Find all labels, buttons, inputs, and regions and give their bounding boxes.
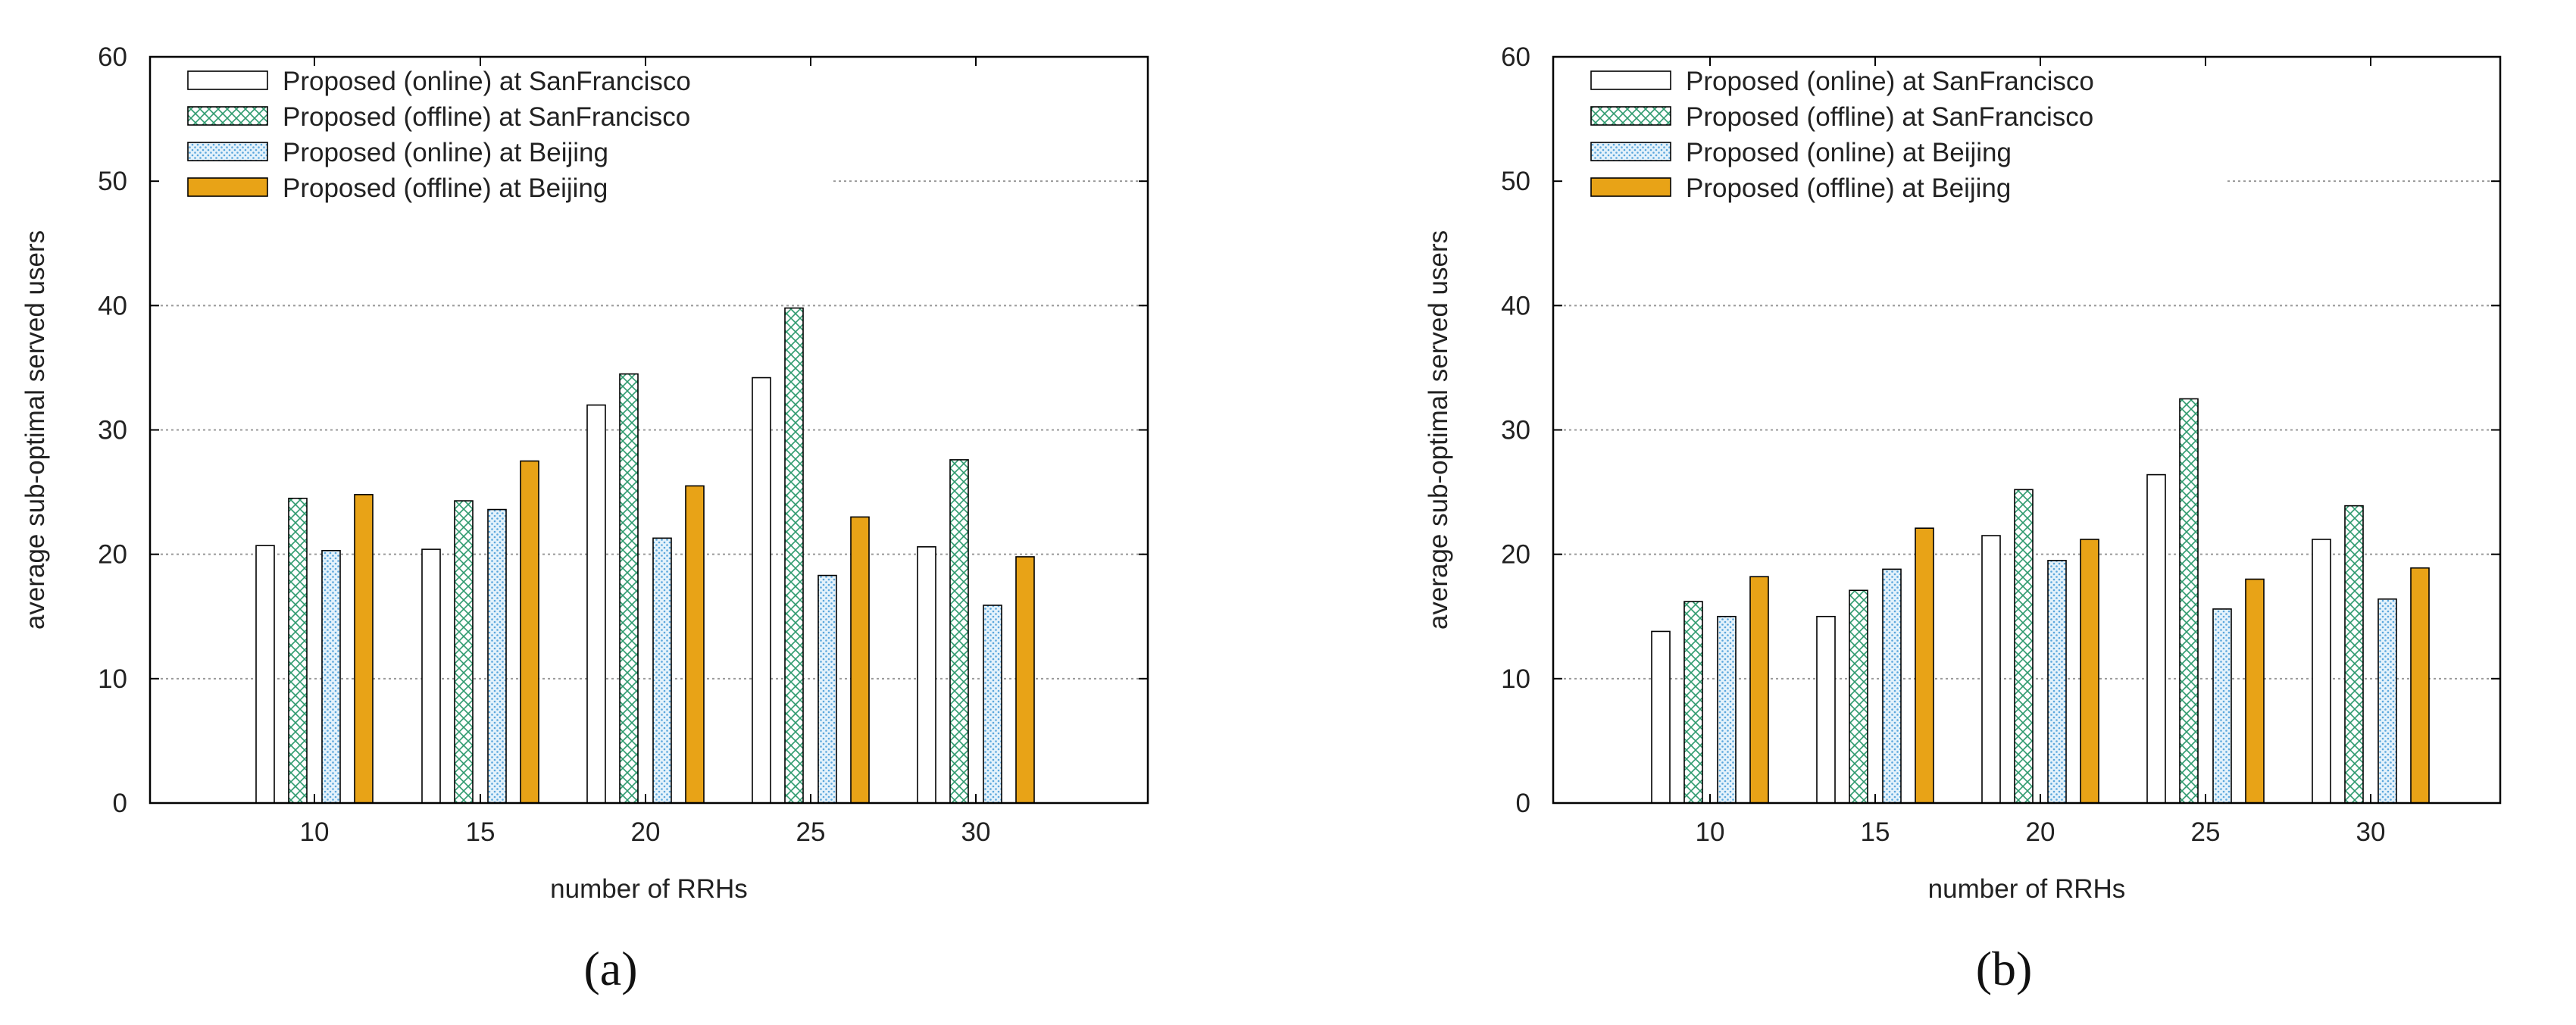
y-tick-label: 20	[98, 540, 127, 570]
x-tick-label: 15	[1861, 817, 1890, 847]
bar-white-30	[917, 546, 936, 804]
bar-white-20	[1981, 535, 2001, 804]
legend-swatch-white	[1590, 70, 1671, 90]
legend-swatch-blue-dots	[187, 142, 268, 161]
x-tick-label: 15	[466, 817, 496, 847]
y-tick-label: 0	[1516, 789, 1530, 818]
bar-green-cross-10	[1683, 601, 1703, 804]
legend-swatch-green-cross	[187, 106, 268, 126]
y-axis-label: average sub-optimal served users	[1424, 230, 1453, 630]
bars	[1651, 398, 2430, 804]
legend-swatch-white	[187, 70, 268, 90]
bar-blue-dots-15	[487, 508, 507, 804]
x-tick-label: 10	[300, 817, 330, 847]
legend-label: Proposed (offline) at SanFrancisco	[1686, 102, 2093, 132]
legend-swatch-orange	[1590, 177, 1671, 197]
x-tick-label: 30	[2356, 817, 2386, 847]
x-tick-label: 25	[2191, 817, 2221, 847]
y-axis-label: average sub-optimal served users	[20, 230, 50, 630]
bar-green-cross-25	[784, 307, 804, 804]
bars	[255, 307, 1035, 804]
bar-blue-dots-25	[2212, 608, 2232, 804]
y-tick-label: 0	[113, 789, 127, 818]
y-tick-label: 10	[98, 664, 127, 694]
x-tick-label: 20	[631, 817, 661, 847]
bar-green-cross-25	[2179, 398, 2199, 804]
bar-blue-dots-10	[321, 549, 341, 804]
bar-white-15	[1816, 615, 1836, 804]
bar-blue-dots-25	[818, 574, 837, 804]
subfigure-label: (a)	[583, 942, 637, 995]
x-tick-label: 20	[2026, 817, 2055, 847]
bar-blue-dots-30	[983, 605, 1002, 804]
chart-panel-a: Proposed (online) at SanFrancisco Propose…	[20, 42, 1149, 995]
bar-green-cross-30	[949, 459, 969, 804]
bar-white-20	[586, 404, 606, 804]
bar-orange-30	[1015, 556, 1035, 804]
y-tick-label: 50	[98, 167, 127, 196]
bar-orange-20	[685, 485, 705, 804]
bar-blue-dots-15	[1882, 568, 1902, 804]
chart-panel-b: Proposed (online) at SanFrancisco Propose…	[1424, 42, 2502, 995]
y-tick-label: 60	[98, 42, 127, 72]
x-tick-label: 30	[961, 817, 991, 847]
x-tick-label: 25	[796, 817, 826, 847]
bar-white-10	[255, 545, 275, 804]
bar-orange-30	[2410, 567, 2430, 804]
legend-label: Proposed (offline) at SanFrancisco	[283, 102, 690, 132]
bar-green-cross-10	[288, 497, 308, 804]
y-tick-label: 40	[98, 291, 127, 320]
bar-green-cross-20	[2014, 489, 2034, 804]
y-tick-label: 30	[1501, 416, 1530, 445]
y-tick-label: 10	[1501, 664, 1530, 694]
x-tick-label: 10	[1696, 817, 1725, 847]
bar-green-cross-20	[619, 373, 639, 804]
bar-orange-25	[850, 516, 870, 804]
gridlines	[150, 180, 1148, 680]
bar-white-25	[752, 377, 771, 804]
bar-orange-25	[2245, 578, 2265, 804]
bar-green-cross-15	[454, 500, 474, 804]
legend-label: Proposed (offline) at Beijing	[1686, 173, 2011, 203]
y-tick-label: 60	[1501, 42, 1530, 72]
y-tick-label: 50	[1501, 167, 1530, 196]
x-axis-label: number of RRHs	[550, 874, 748, 904]
x-axis-label: number of RRHs	[1928, 874, 2126, 904]
legend: Proposed (online) at SanFrancisco Propose…	[1590, 67, 2094, 203]
bar-orange-15	[1915, 527, 1934, 804]
bar-blue-dots-30	[2377, 598, 2397, 804]
legend-label: Proposed (offline) at Beijing	[283, 173, 608, 203]
legend-label: Proposed (online) at Beijing	[1686, 138, 2012, 167]
legend-label: Proposed (online) at Beijing	[283, 138, 608, 167]
legend: Proposed (online) at SanFrancisco Propose…	[187, 67, 691, 203]
bar-white-10	[1651, 630, 1671, 804]
legend-label: Proposed (online) at SanFrancisco	[283, 67, 691, 96]
bar-orange-10	[1749, 576, 1769, 804]
bar-blue-dots-20	[652, 537, 672, 804]
legend-swatch-green-cross	[1590, 106, 1671, 126]
bar-green-cross-30	[2344, 505, 2364, 804]
bar-orange-15	[520, 460, 539, 804]
bar-orange-10	[354, 494, 374, 804]
legend-swatch-orange	[187, 177, 268, 197]
bar-green-cross-15	[1849, 589, 1868, 804]
legend-label: Proposed (online) at SanFrancisco	[1686, 67, 2094, 96]
bar-white-30	[2312, 539, 2331, 804]
ticks: 0 10 20 30 40 50 60 10 15 20 25 30	[98, 42, 1148, 847]
bar-white-15	[421, 548, 441, 804]
ticks: 0 10 20 30 40 50 60 10 15 20 25 30	[1501, 42, 2500, 847]
bar-white-25	[2146, 473, 2166, 804]
bar-orange-20	[2080, 539, 2099, 804]
subfigure-label: (b)	[1976, 942, 2033, 995]
bar-blue-dots-20	[2047, 560, 2067, 804]
y-tick-label: 40	[1501, 291, 1530, 320]
y-tick-label: 30	[98, 416, 127, 445]
legend-swatch-blue-dots	[1590, 142, 1671, 161]
y-tick-label: 20	[1501, 540, 1530, 570]
bar-blue-dots-10	[1717, 615, 1737, 804]
